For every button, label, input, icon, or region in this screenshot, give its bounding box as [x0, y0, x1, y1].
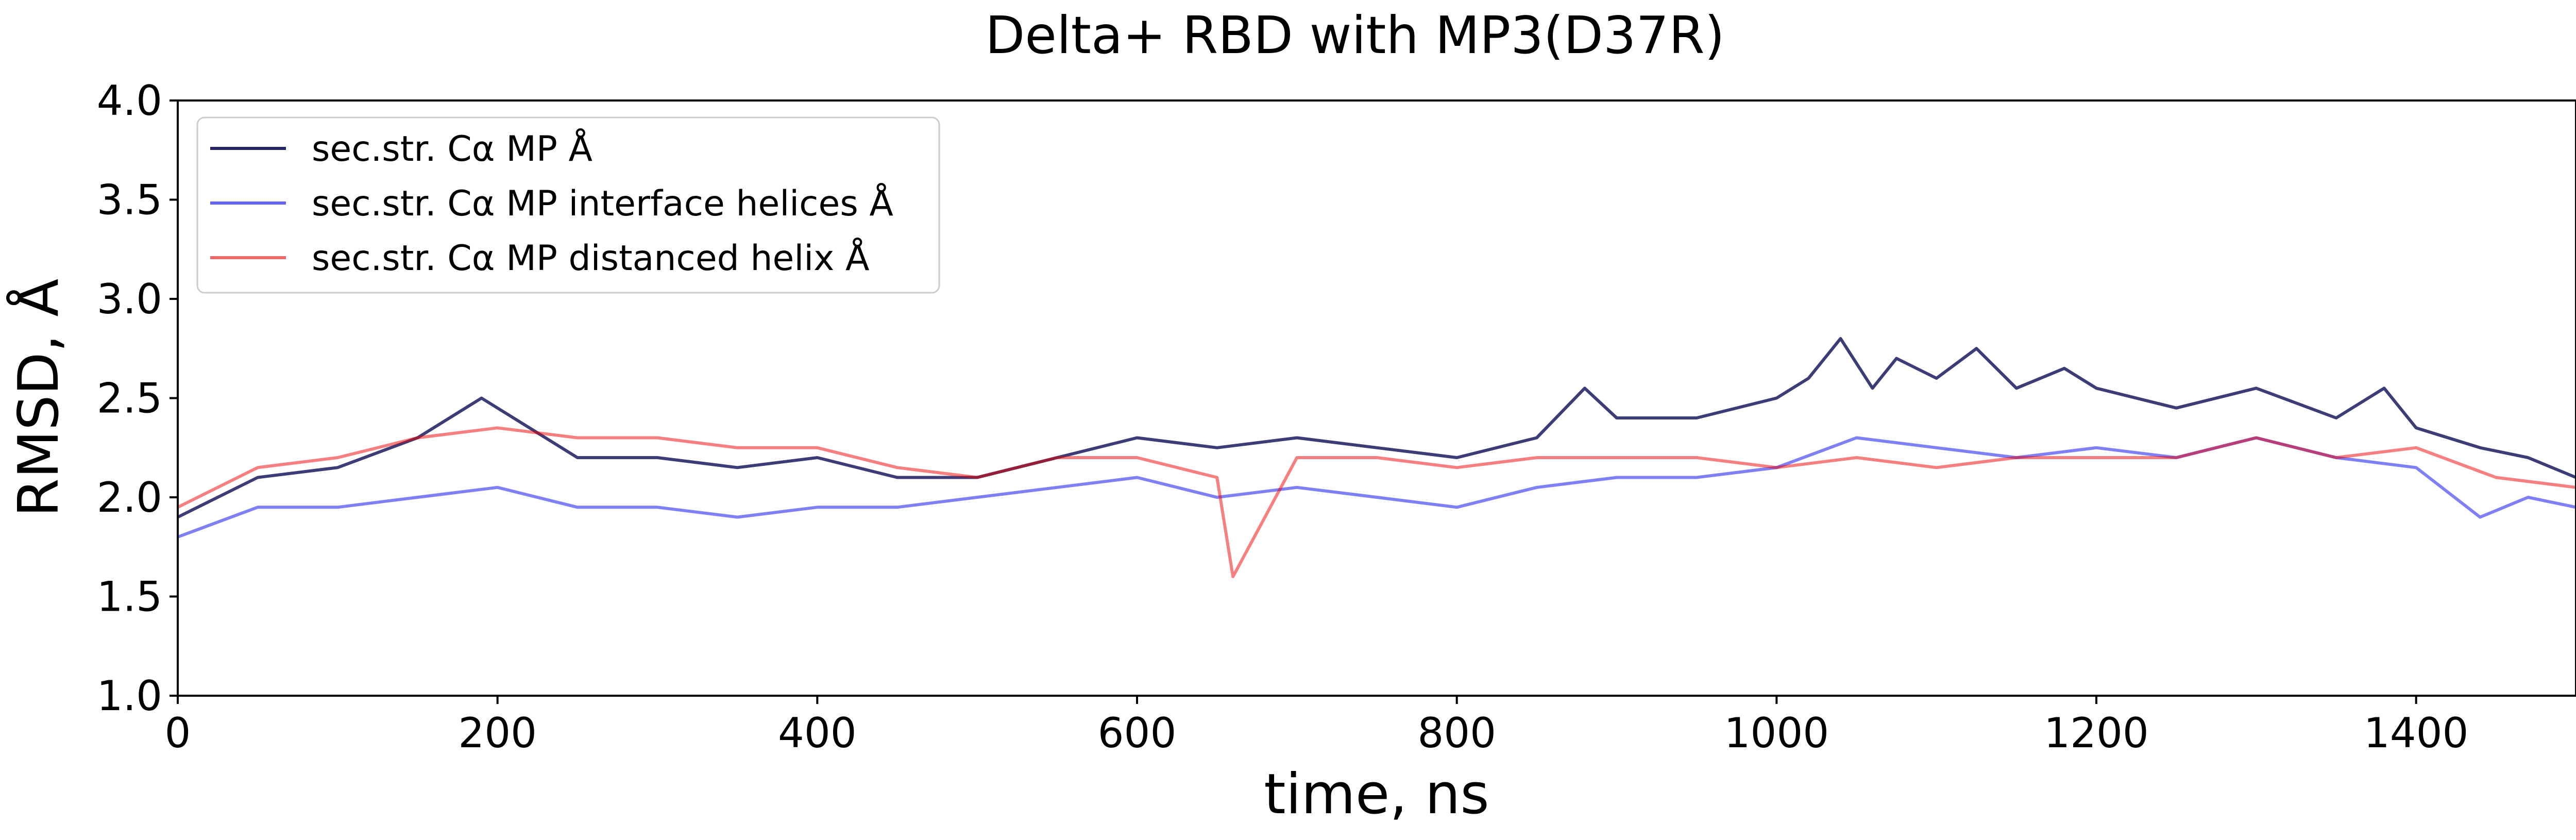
x-axis-label: time, ns: [1264, 762, 1489, 827]
legend: sec.str. Cα MP Å sec.str. Cα MP interface…: [196, 116, 940, 294]
x-tick-label: 1200: [2044, 709, 2149, 757]
legend-label-3: sec.str. Cα MP distanced helix Å: [312, 237, 870, 279]
x-tick-label: 0: [165, 709, 191, 757]
series-line-3: [177, 426, 2576, 578]
x-tick-label: 200: [458, 709, 537, 757]
x-tick-label: 1400: [2364, 709, 2469, 757]
chart-title: Delta+ RBD with MP3(D37R): [985, 5, 1724, 65]
plot-area: [177, 337, 2576, 578]
legend-label-2: sec.str. Cα MP interface helices Å: [312, 182, 893, 224]
legend-box: [196, 116, 940, 294]
y-tick-label: 1.0: [97, 672, 162, 720]
series-line-1: [177, 337, 2576, 519]
x-axis: 0 200 400 600 800 1000 1200 1400: [165, 696, 2469, 757]
y-tick-label: 3.0: [97, 275, 162, 323]
y-axis-label: RMSD, Å: [6, 279, 71, 517]
y-tick-label: 1.5: [97, 573, 162, 621]
y-tick-label: 3.5: [97, 176, 162, 224]
y-tick-label: 2.0: [97, 474, 162, 522]
series-line-2: [177, 436, 2576, 539]
y-tick-label: 4.0: [97, 77, 162, 125]
y-tick-label: 2.5: [97, 375, 162, 423]
legend-label-1: sec.str. Cα MP Å: [312, 128, 592, 170]
x-tick-label: 800: [1417, 709, 1496, 757]
x-tick-label: 600: [1098, 709, 1177, 757]
y-axis: 1.0 1.5 2.0 2.5 3.0 3.5 4.0: [97, 77, 178, 720]
x-tick-label: 1000: [1724, 709, 1829, 757]
x-tick-label: 400: [778, 709, 857, 757]
